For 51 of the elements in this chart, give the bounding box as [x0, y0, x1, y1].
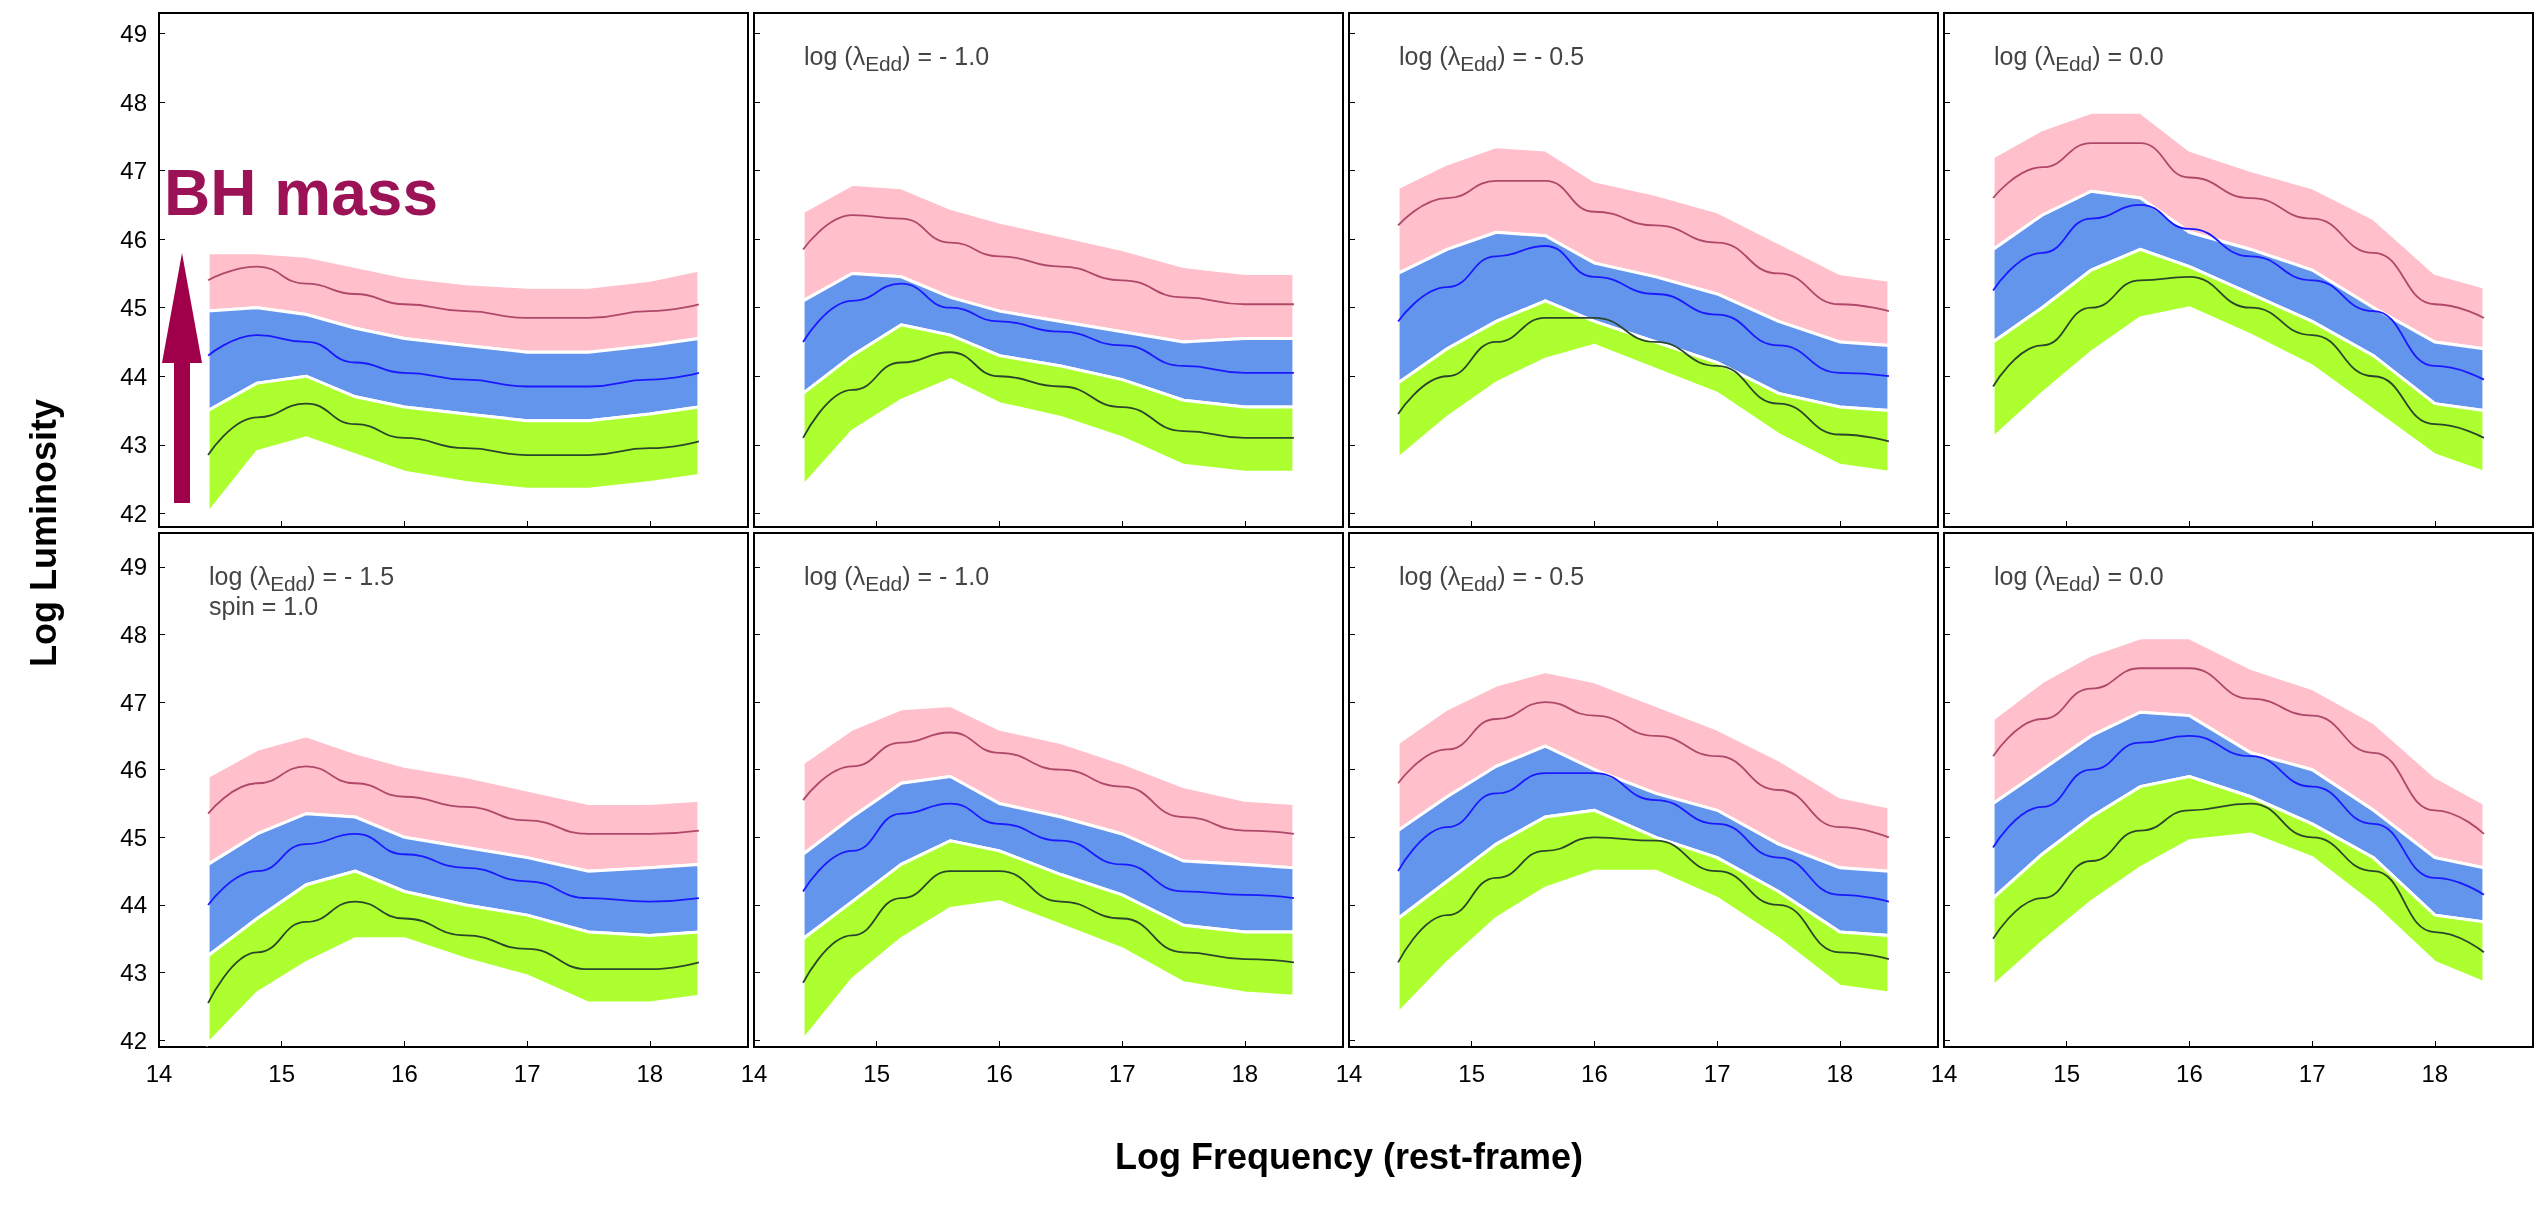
y-tick-label: 46 [120, 225, 147, 253]
line-series [207, 265, 700, 319]
y-tick-label: 42 [120, 1026, 147, 1054]
x-tick-label: 15 [2053, 1059, 2081, 1087]
y-tick-label: 49 [120, 553, 147, 581]
annotation: BH mass [164, 156, 438, 229]
x-tick-label: 16 [1581, 1059, 1608, 1087]
x-tick-label: 17 [1108, 1059, 1136, 1087]
y-tick-label: 45 [120, 823, 147, 851]
y-tick-label: 46 [120, 756, 147, 784]
x-tick-label: 17 [2298, 1059, 2326, 1087]
y-tick-label: 44 [120, 362, 147, 390]
annotation: log (λ$_{Edd}$) = 0.0 [1994, 561, 2164, 597]
x-tick-label: 17 [513, 1059, 541, 1087]
y-tick-label: 44 [120, 891, 147, 919]
x-tick-label: 14 [740, 1059, 768, 1087]
line-series [207, 334, 700, 388]
x-tick-label: 18 [1231, 1059, 1259, 1087]
annotation: log (λ$_{Edd}$) = - 1.0 [804, 41, 990, 77]
y-tick-label: 43 [120, 959, 147, 987]
line-series [207, 765, 700, 835]
y-tick-label: 43 [120, 431, 147, 459]
annotation: log (λ$_{Edd}$) = 0.0 [1994, 41, 2164, 77]
y-tick-label: 48 [120, 620, 147, 648]
annotation: log (λ$_{Edd}$) = - 1.0 [804, 561, 990, 597]
x-tick-label: 15 [268, 1059, 296, 1087]
x-tick-label: 14 [145, 1059, 173, 1087]
y-tick-label: 45 [120, 294, 147, 322]
x-tick-label: 16 [986, 1059, 1013, 1087]
x-tick-label: 18 [2421, 1059, 2449, 1087]
annotation: log (λ$_{Edd}$) = - 0.5 [1399, 561, 1585, 597]
y-tick-label: 47 [120, 688, 147, 716]
x-tick-label: 18 [1826, 1059, 1854, 1087]
x-tick-label: 17 [1703, 1059, 1731, 1087]
x-tick-label: 16 [391, 1059, 418, 1087]
line-series [207, 833, 700, 906]
y-tick-label: 42 [120, 499, 147, 527]
y-axis-title: Log Luminosity [23, 399, 65, 667]
x-axis-title: Log Frequency (rest-frame) [1114, 1136, 1584, 1178]
x-tick-label: 15 [863, 1059, 891, 1087]
x-tick-label: 16 [2176, 1059, 2203, 1087]
y-tick-label: 48 [120, 88, 147, 116]
x-tick-label: 14 [1930, 1059, 1958, 1087]
x-tick-label: 18 [636, 1059, 664, 1087]
y-tick-label: 49 [120, 20, 147, 48]
annotation: log (λ$_{Edd}$) = - 0.5 [1399, 41, 1585, 77]
x-tick-label: 15 [1458, 1059, 1486, 1087]
line-series [207, 402, 700, 456]
line-series [207, 900, 700, 1004]
x-tick-label: 14 [1335, 1059, 1363, 1087]
y-tick-label: 47 [120, 157, 147, 185]
